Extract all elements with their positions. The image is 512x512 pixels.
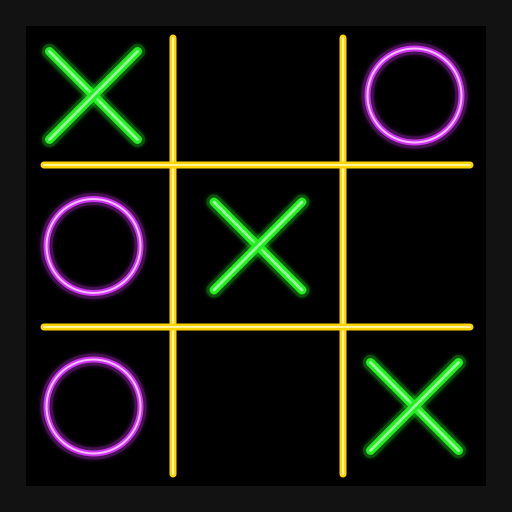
game-board: [26, 26, 486, 486]
o-mark-icon: [40, 193, 147, 299]
board-cell-r1-c3[interactable]: [343, 26, 486, 165]
o-core: [366, 47, 463, 144]
board-cell-r2-c1[interactable]: [26, 165, 173, 327]
marks: [40, 42, 468, 460]
o-core: [45, 358, 142, 455]
x-stroke-b-core: [369, 361, 460, 452]
x-stroke-b: [42, 44, 145, 147]
grid-lines: [37, 31, 477, 481]
board-cell-r1-c1[interactable]: [26, 26, 173, 165]
x-mark-icon: [206, 194, 310, 298]
board-cell-r2-c3[interactable]: [343, 165, 486, 327]
o-core: [45, 198, 142, 294]
x-mark-icon: [363, 355, 466, 458]
x-stroke-b: [206, 194, 310, 298]
board-cell-r1-c2[interactable]: [173, 26, 343, 165]
x-mark-icon: [42, 44, 145, 147]
board-cell-r2-c2[interactable]: [173, 165, 343, 327]
x-stroke-b-core: [48, 50, 139, 141]
board-cell-r3-c2[interactable]: [173, 327, 343, 486]
o-mark-icon: [361, 42, 468, 149]
board-graphics: [37, 31, 477, 481]
x-stroke-b: [363, 355, 466, 458]
board-cell-r3-c3[interactable]: [343, 327, 486, 486]
board-cell-r3-c1[interactable]: [26, 327, 173, 486]
o-mark-icon: [40, 353, 147, 460]
x-stroke-b-core: [212, 200, 304, 292]
